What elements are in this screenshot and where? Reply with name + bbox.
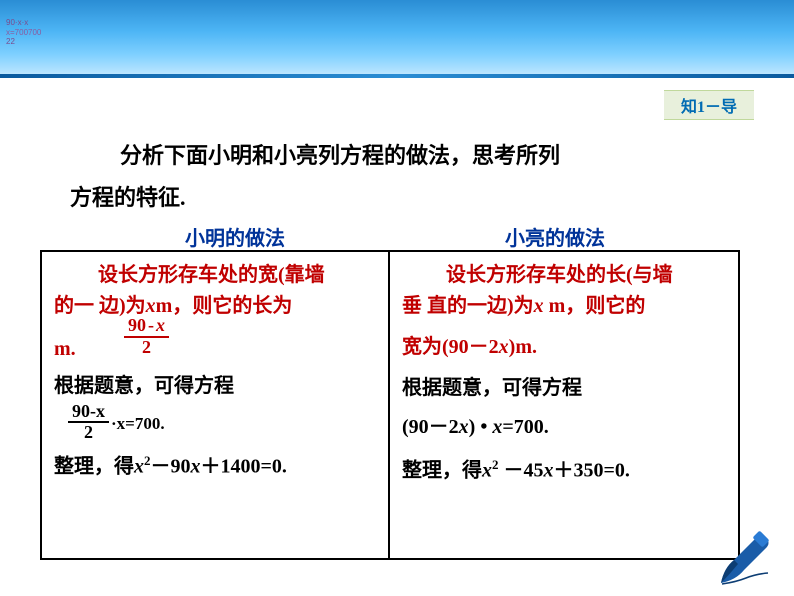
left-p4: 根据题意，可得方程: [54, 371, 376, 402]
right-box: 设长方形存车处的长(与墙 垂 直的一边)为x m，则它的 宽为(90－2x)m.…: [390, 250, 740, 560]
right-p2: 垂 直的一边)为x m，则它的: [402, 291, 726, 322]
left-frac-num: 90-x: [124, 316, 169, 338]
right-p4: 根据题意，可得方程: [402, 373, 726, 404]
right-p5-b: ) •: [469, 416, 493, 438]
right-p1: 设长方形存车处的长(与墙: [402, 260, 726, 291]
right-p5-var1: x: [459, 416, 469, 438]
intro-line2: 方程的特征.: [70, 177, 734, 219]
left-p3-tail: m.: [54, 334, 376, 365]
watermark: 90·x·x x=700700 22: [6, 18, 41, 47]
right-p2-var: x: [534, 295, 544, 317]
left-p6-c: －90: [151, 456, 191, 478]
watermark-line3: 22: [6, 37, 41, 47]
left-p6: 整理，得x2－90x＋1400=0.: [54, 451, 376, 483]
right-p6-e: ＋350=0.: [554, 460, 630, 482]
left-p2-a: 的一 边)为: [54, 295, 146, 317]
left-eq: 90-x 2 ·x=700.: [68, 404, 376, 446]
section-badge-text: 知1－导: [681, 93, 737, 117]
left-eq-frac: 90-x 2: [68, 402, 109, 444]
watermark-line2: x=700700: [6, 28, 41, 38]
left-p1: 设长方形存车处的宽(靠墙: [54, 260, 376, 291]
header-banner: [0, 0, 794, 78]
right-p6: 整理，得x2 －45x＋350=0.: [402, 455, 726, 487]
left-eq-frac-num: 90-x: [68, 402, 109, 424]
left-p6-e: ＋1400=0.: [201, 456, 287, 478]
left-frac-num-a: 90: [128, 315, 146, 335]
right-p6-b: x: [482, 460, 492, 482]
left-box: 设长方形存车处的宽(靠墙 的一 边)为xm，则它的长为 90-x 2 m. 根据…: [40, 250, 390, 560]
left-p2-var: x: [146, 295, 156, 317]
watermark-line1: 90·x·x: [6, 18, 41, 28]
section-badge: 知1－导: [664, 90, 754, 120]
intro-line1: 分析下面小明和小亮列方程的做法，思考所列: [120, 135, 734, 177]
right-p5-c: =700.: [502, 416, 548, 438]
left-frac-den: 2: [138, 338, 155, 358]
right-p6-a: 整理，得: [402, 460, 482, 482]
right-p5-var2: x: [492, 416, 502, 438]
right-p3-b: )m.: [509, 336, 537, 358]
method-boxes: 设长方形存车处的宽(靠墙 的一 边)为xm，则它的长为 90-x 2 m. 根据…: [40, 250, 740, 560]
left-eq-frac-den: 2: [80, 423, 97, 443]
left-eq-rest: ·x=700.: [111, 411, 165, 437]
right-p3-a: 宽为(90－2: [402, 336, 499, 358]
right-p5: (90－2x) • x=700.: [402, 412, 726, 443]
right-p2-b: m，则它的: [544, 295, 646, 317]
right-p6-c: －45: [499, 460, 544, 482]
intro-text: 分析下面小明和小亮列方程的做法，思考所列 方程的特征.: [120, 135, 734, 219]
right-p3: 宽为(90－2x)m.: [402, 332, 726, 363]
pen-icon: [716, 528, 776, 588]
right-p3-var: x: [499, 336, 509, 358]
left-p6-b: x: [134, 456, 144, 478]
right-method-title: 小亮的做法: [505, 222, 605, 251]
left-p2: 的一 边)为xm，则它的长为: [54, 295, 292, 317]
right-p5-a: (90－2: [402, 416, 459, 438]
left-p2-b: m，则它的长为: [156, 295, 293, 317]
left-method-title: 小明的做法: [185, 222, 285, 251]
left-p6-a: 整理，得: [54, 456, 134, 478]
left-frac: 90-x 2: [124, 316, 169, 358]
left-frac-num-op: -: [148, 315, 154, 335]
right-p6-d: x: [544, 460, 554, 482]
left-p6-d: x: [191, 456, 201, 478]
left-frac-num-b: x: [156, 315, 165, 335]
left-p1-a: 设长方形存车处的宽(靠墙: [98, 264, 325, 286]
right-p2-a: 垂 直的一边)为: [402, 295, 534, 317]
right-p1-a: 设长方形存车处的长(与墙: [446, 264, 673, 286]
